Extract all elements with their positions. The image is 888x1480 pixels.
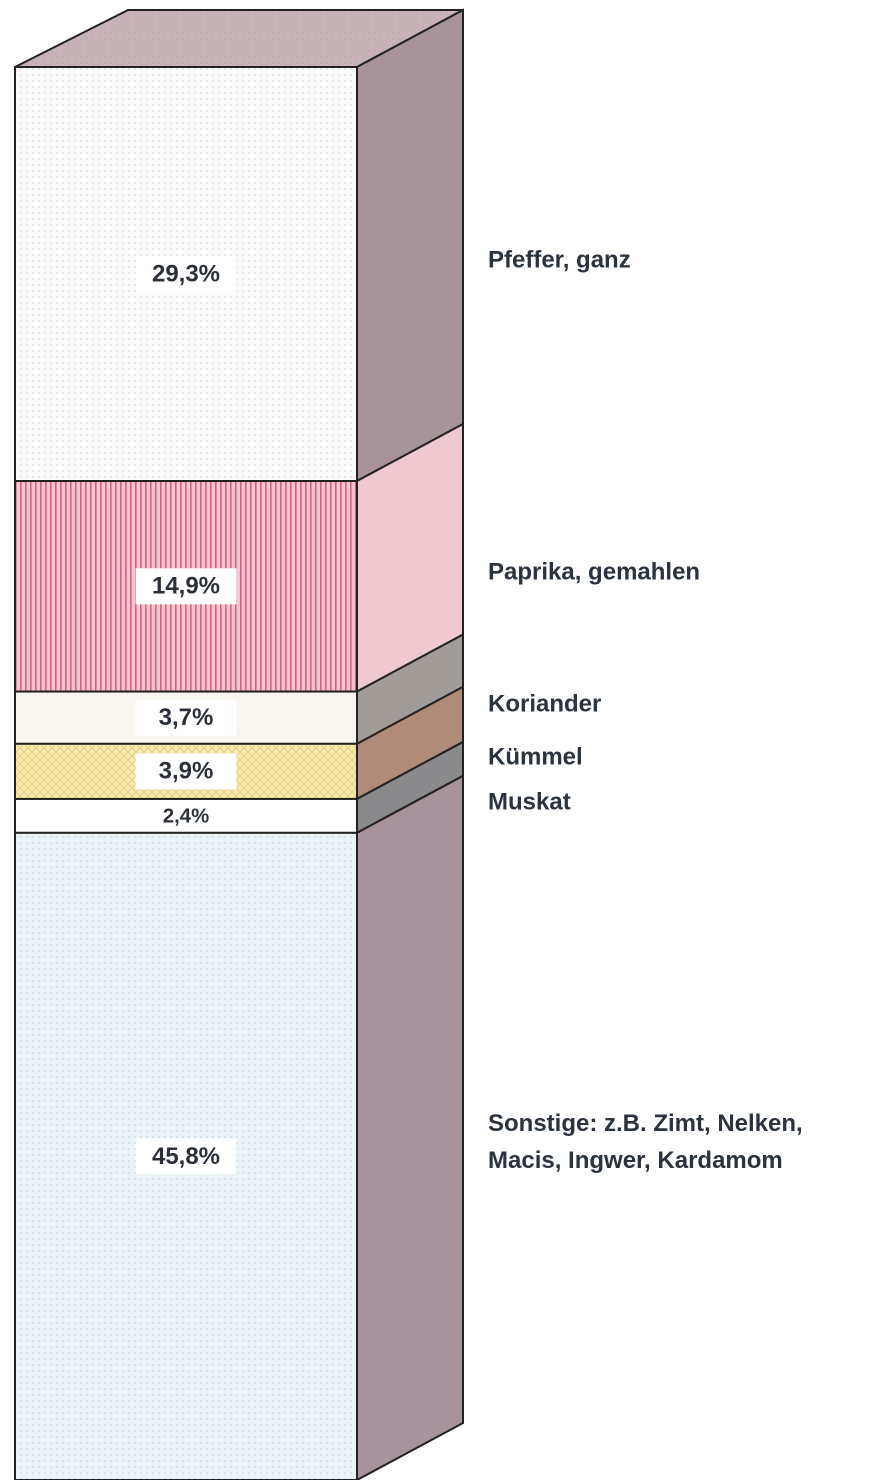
legend-label: Pfeffer, ganz <box>488 246 631 274</box>
bar-side <box>356 774 464 1480</box>
legend-label: Muskat <box>488 788 571 816</box>
value-label-bg <box>135 1138 237 1175</box>
value-label: 3,7% <box>159 704 214 731</box>
value-label-bg <box>135 753 237 790</box>
legend-label: Koriander <box>488 690 602 718</box>
legend-label: Sonstige: z.B. Zimt, Nelken, Macis, Ingw… <box>488 1110 803 1175</box>
value-label: 45,8% <box>152 1143 220 1170</box>
value-label-bg <box>135 568 237 605</box>
value-label-bg <box>135 699 237 736</box>
value-label: 2,4% <box>163 805 209 827</box>
bar-top-texture <box>15 10 463 67</box>
legend-label: Paprika, gemahlen <box>488 558 701 586</box>
value-label: 29,3% <box>152 260 220 287</box>
legend-label: Kümmel <box>488 743 583 771</box>
value-label-bg <box>135 256 237 293</box>
value-label-bg <box>143 800 229 832</box>
value-label: 14,9% <box>152 573 220 600</box>
value-label: 3,9% <box>159 758 214 785</box>
bar-side <box>356 8 464 483</box>
